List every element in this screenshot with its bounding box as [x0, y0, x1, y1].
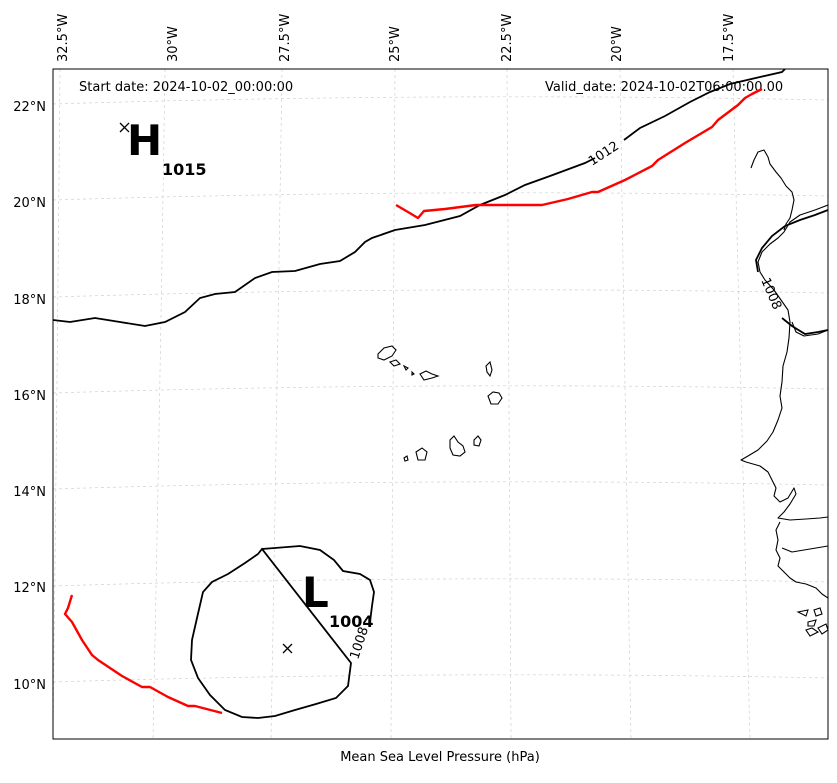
island	[485, 360, 493, 378]
lon-tick-label: 22.5°W	[500, 14, 515, 62]
island	[415, 447, 428, 461]
lat-tick-label: 10°N	[13, 678, 46, 693]
island	[796, 609, 809, 617]
low-letter: L	[302, 568, 329, 617]
lat-tick-label: 16°N	[13, 389, 46, 404]
island	[473, 435, 482, 447]
meridian-line	[619, 69, 632, 739]
meridian-line	[270, 69, 283, 739]
lat-tick-label: 12°N	[13, 581, 46, 596]
parallel-line	[53, 481, 828, 490]
lat-tick-label: 18°N	[13, 293, 46, 308]
africa-coastline	[750, 149, 795, 231]
parallel-line	[53, 385, 828, 394]
lat-tick-label: 20°N	[13, 196, 46, 211]
island	[419, 370, 440, 381]
island	[449, 435, 466, 457]
island	[411, 370, 415, 376]
isobar-1008	[755, 209, 828, 273]
island	[402, 364, 409, 371]
lon-tick-label: 20°W	[610, 26, 625, 62]
parallel-line	[53, 289, 828, 298]
meridian-line	[53, 69, 61, 739]
lon-tick-label: 30°W	[166, 26, 181, 62]
parallel-line	[53, 192, 828, 201]
island	[403, 455, 409, 462]
africa-coastline	[740, 204, 828, 521]
red-line-north	[395, 87, 763, 220]
lat-tick-label: 22°N	[13, 100, 46, 115]
island	[388, 359, 402, 367]
parallel-line	[53, 674, 828, 683]
africa-coastline	[775, 521, 828, 599]
island	[487, 391, 503, 405]
meridian-line	[732, 69, 751, 739]
island	[805, 627, 820, 637]
africa-coastline	[781, 545, 828, 553]
island	[377, 345, 397, 361]
high-value: 1015	[162, 160, 207, 179]
meridian-line	[506, 69, 512, 739]
lon-tick-label: 25°W	[388, 26, 403, 62]
isobar-1008	[781, 317, 828, 335]
low-value: 1004	[329, 612, 374, 631]
x-axis-label: Mean Sea Level Pressure (hPa)	[340, 750, 540, 765]
isobar-label: 1008	[757, 276, 784, 312]
lat-tick-label: 14°N	[13, 485, 46, 500]
island	[813, 607, 823, 617]
map-area	[53, 69, 828, 739]
isobar-1008-low	[190, 545, 375, 719]
low-pressure-center: L 1004	[282, 568, 374, 654]
parallel-line	[53, 578, 828, 587]
map-frame	[52, 68, 829, 740]
high-pressure-center: H 1015	[119, 116, 207, 179]
island	[817, 623, 828, 635]
low-center-marker-icon	[282, 643, 293, 654]
isobar-label: 1012	[586, 139, 622, 170]
high-center-marker-icon	[119, 122, 130, 133]
lon-tick-label: 32.5°W	[56, 14, 71, 62]
lon-tick-label: 17.5°W	[722, 14, 737, 62]
island	[807, 619, 817, 627]
graticule	[53, 69, 828, 739]
start-date-label: Start date: 2024-10-02_00:00:00	[79, 80, 293, 95]
isobar-1012	[53, 69, 786, 327]
parallel-line	[53, 96, 828, 105]
valid-date-label: Valid_date: 2024-10-02T06:00:00.00	[545, 80, 783, 95]
lon-tick-label: 27.5°W	[278, 14, 293, 62]
red-line-south	[63, 594, 223, 715]
meridian-line	[390, 69, 396, 739]
high-letter: H	[127, 116, 162, 165]
